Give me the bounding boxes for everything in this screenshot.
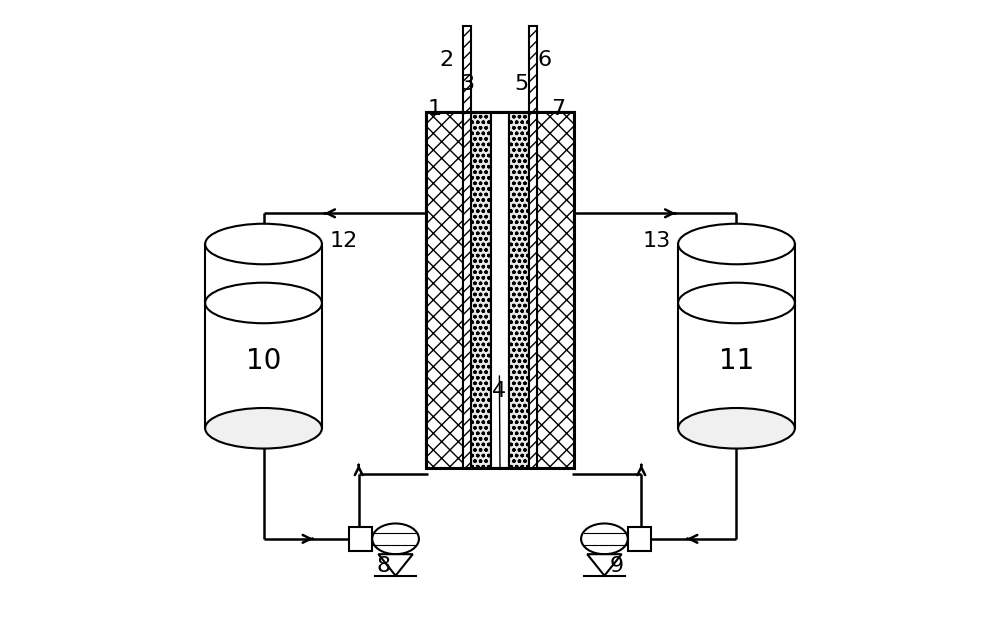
Ellipse shape bbox=[678, 224, 795, 264]
Bar bbox=[491, 112, 509, 468]
Text: 4: 4 bbox=[492, 381, 506, 402]
Bar bbox=[349, 527, 372, 550]
Text: 1: 1 bbox=[427, 99, 441, 119]
Bar bbox=[509, 112, 529, 468]
Bar bbox=[426, 112, 463, 468]
Bar bbox=[205, 244, 322, 428]
Bar bbox=[678, 244, 795, 428]
Bar bbox=[471, 112, 491, 468]
Polygon shape bbox=[378, 554, 413, 576]
Ellipse shape bbox=[205, 283, 322, 323]
Text: 8: 8 bbox=[376, 557, 390, 576]
Ellipse shape bbox=[581, 523, 628, 554]
Text: 12: 12 bbox=[329, 231, 357, 251]
Text: 10: 10 bbox=[246, 347, 281, 375]
Bar bbox=[628, 527, 651, 550]
Text: 13: 13 bbox=[643, 231, 671, 251]
Text: 7: 7 bbox=[551, 99, 565, 119]
Bar bbox=[463, 26, 471, 468]
Ellipse shape bbox=[372, 523, 419, 554]
Polygon shape bbox=[587, 554, 622, 576]
Bar bbox=[537, 112, 574, 468]
Text: 11: 11 bbox=[719, 347, 754, 375]
Ellipse shape bbox=[678, 408, 795, 449]
Ellipse shape bbox=[205, 408, 322, 449]
Text: 9: 9 bbox=[610, 557, 624, 576]
Bar bbox=[426, 112, 574, 468]
Text: 2: 2 bbox=[440, 50, 454, 70]
Text: 3: 3 bbox=[460, 74, 475, 94]
Ellipse shape bbox=[205, 224, 322, 264]
Bar bbox=[529, 26, 537, 468]
Ellipse shape bbox=[678, 283, 795, 323]
Text: 6: 6 bbox=[537, 50, 551, 70]
Text: 5: 5 bbox=[514, 74, 529, 94]
